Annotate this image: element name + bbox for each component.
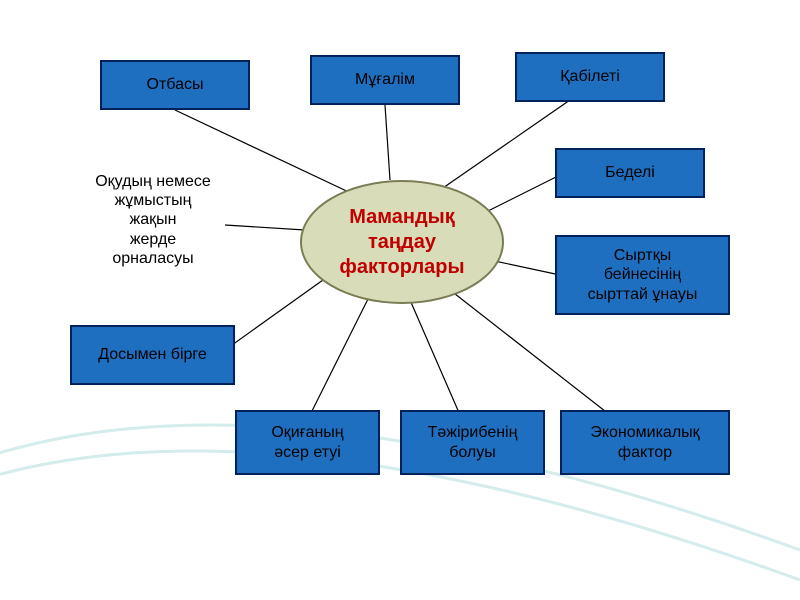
node-label-bedeli: Беделі	[605, 163, 655, 182]
node-label-ekonom: Экономикалық фактор	[590, 423, 699, 461]
node-label-okudyn: Оқудың немесе жұмыстың жақын жерде орнал…	[95, 172, 211, 268]
node-bedeli: Беделі	[555, 148, 705, 198]
node-tazhiribe: Тәжірибенің болуы	[400, 410, 545, 475]
node-kabileti: Қабілеті	[515, 52, 665, 102]
center-label: Мамандық таңдау факторлары	[339, 205, 464, 280]
node-otbasy: Отбасы	[100, 60, 250, 110]
node-label-kabileti: Қабілеті	[560, 67, 620, 86]
center-node: Мамандық таңдау факторлары	[300, 180, 504, 304]
node-label-dosymen: Досымен бірге	[98, 345, 207, 364]
node-okudyn: Оқудың немесе жұмыстың жақын жерде орнал…	[68, 160, 238, 280]
node-label-mugalim: Мұғалім	[355, 70, 415, 89]
node-label-tazhiribe: Тәжірибенің болуы	[428, 423, 518, 461]
node-mugalim: Мұғалім	[310, 55, 460, 105]
slide-root: Мамандық таңдау факторлары Отбасы Мұғалім…	[0, 0, 800, 600]
node-label-okiganyn: Оқиғаның әсер етуі	[271, 423, 343, 461]
node-label-syrtky: Сыртқы бейнесінің сырттай ұнауы	[588, 246, 698, 304]
node-dosymen: Досымен бірге	[70, 325, 235, 385]
node-label-otbasy: Отбасы	[147, 75, 204, 94]
node-okiganyn: Оқиғаның әсер етуі	[235, 410, 380, 475]
node-ekonom: Экономикалық фактор	[560, 410, 730, 475]
node-syrtky: Сыртқы бейнесінің сырттай ұнауы	[555, 235, 730, 315]
